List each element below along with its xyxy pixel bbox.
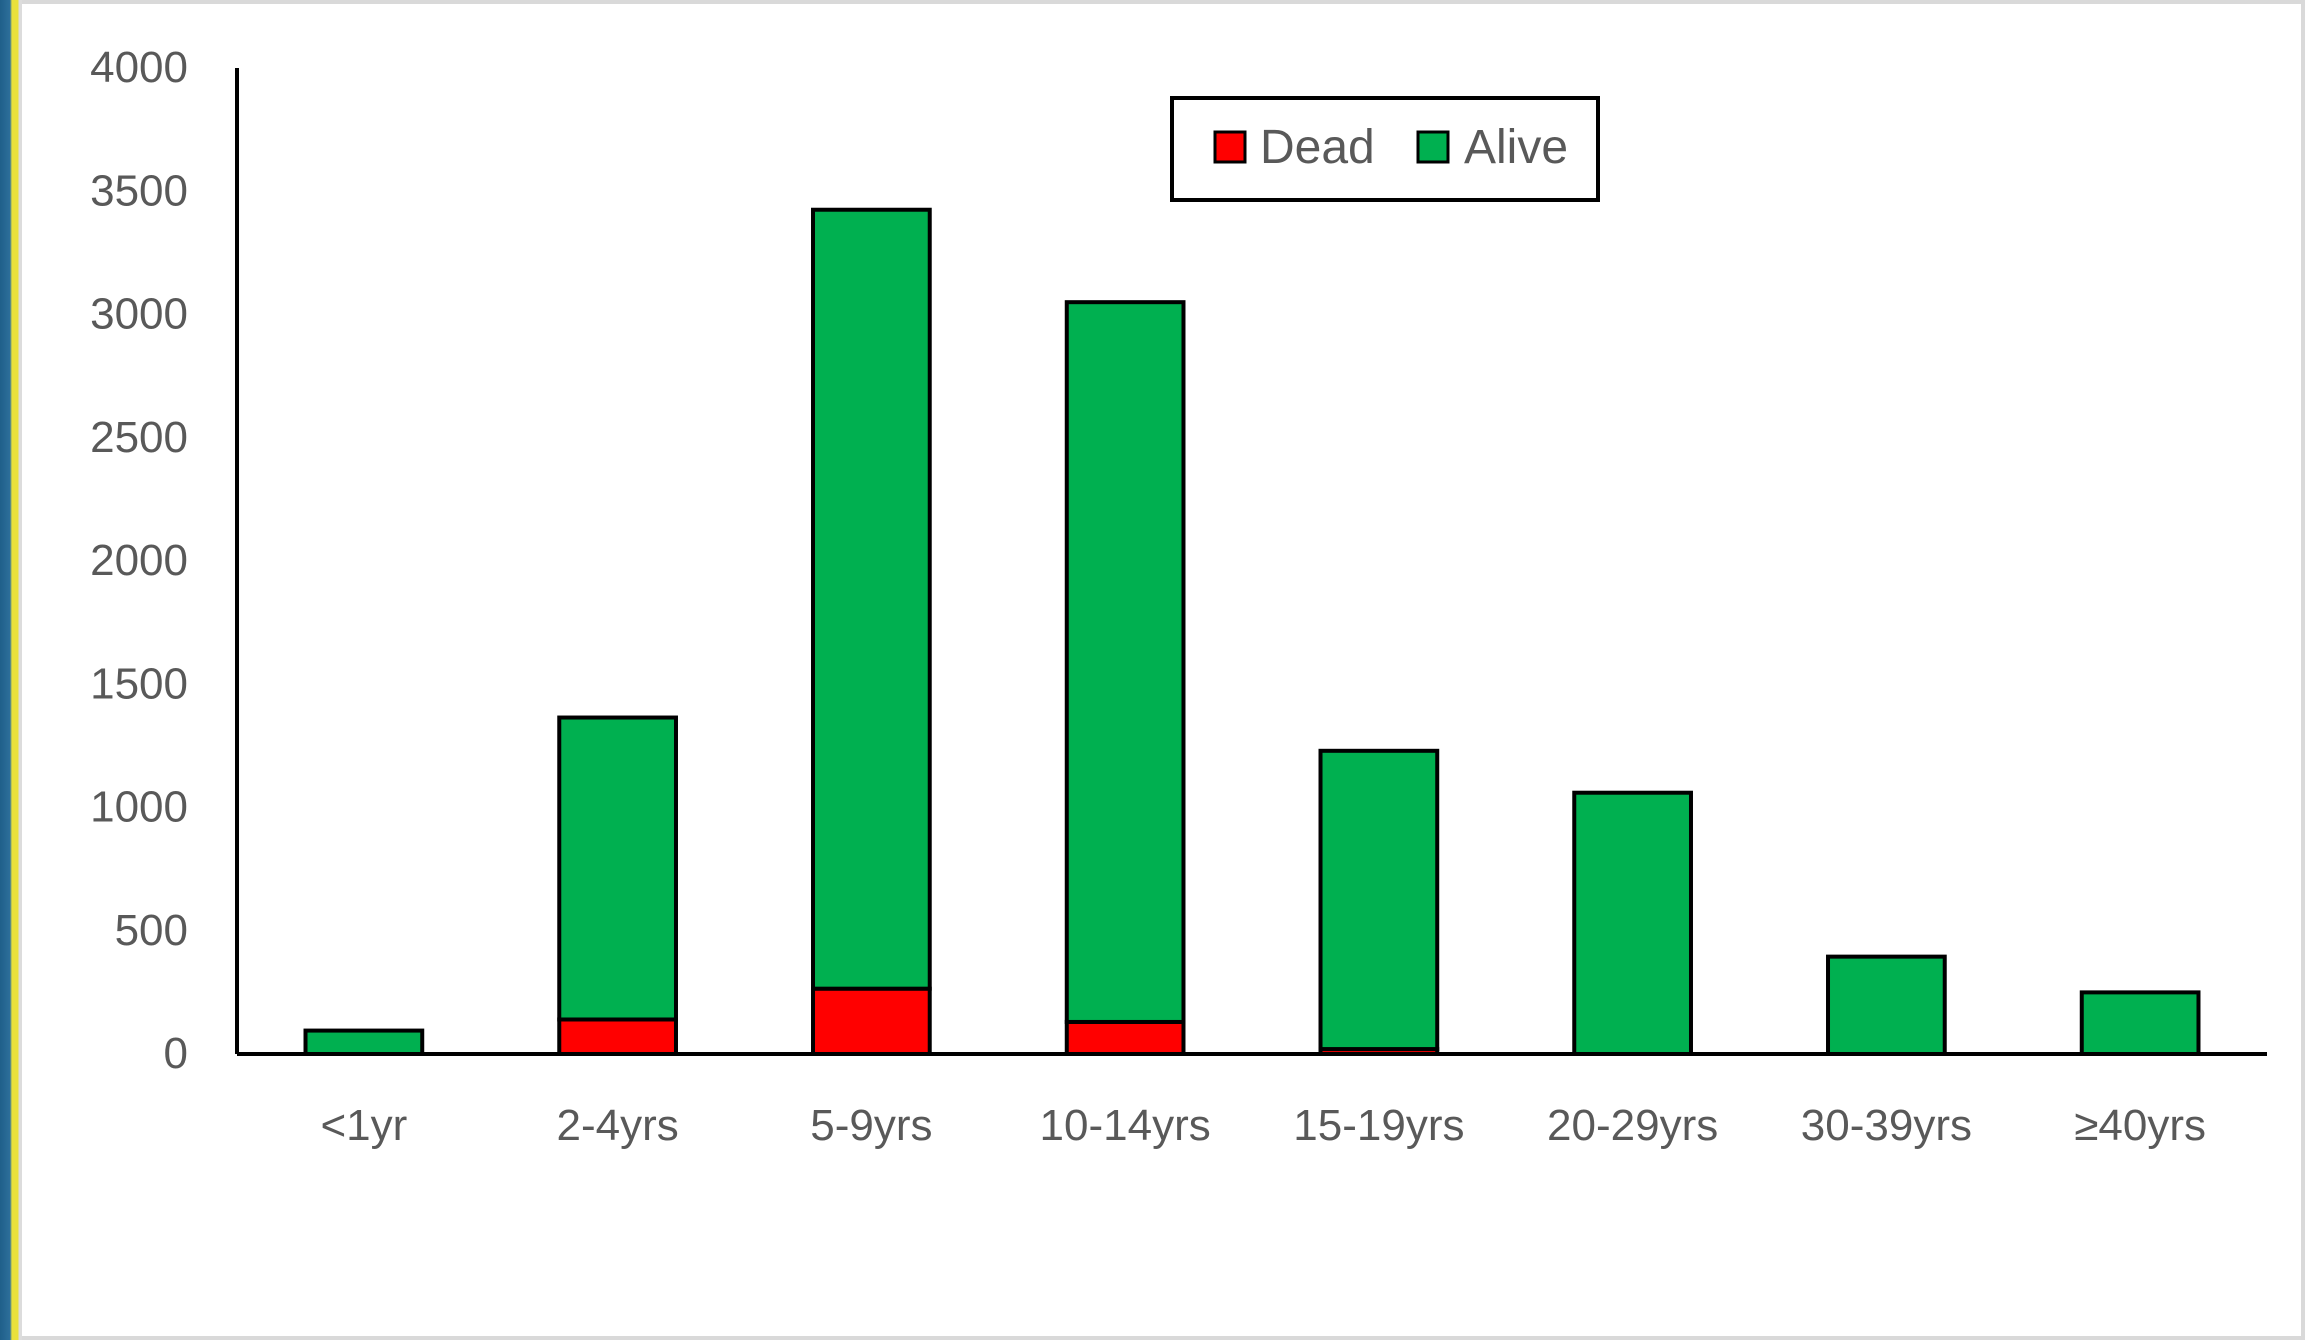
x-tick-label: 15-19yrs [1293,1101,1464,1150]
y-tick-label: 0 [164,1029,188,1078]
x-tick-label: 5-9yrs [810,1101,932,1150]
x-tick-label: 10-14yrs [1040,1101,1211,1150]
x-tick-label: <1yr [320,1101,407,1150]
bar-alive-10-14yrs [1067,302,1184,1022]
y-tick-label: 4000 [90,43,188,92]
y-tick-label: 2500 [90,413,188,462]
y-tick-label: 1000 [90,783,188,832]
bar-dead-5-9yrs [813,989,930,1054]
bar-alive-5-9yrs [813,210,930,989]
bar-dead-2-4yrs [559,1019,676,1054]
y-tick-label: 2000 [90,536,188,585]
bars [306,210,2199,1054]
bar-alive-2-4yrs [559,718,676,1020]
bar-alive-30-39yrs [1828,957,1945,1054]
bar-alive-20-29yrs [1574,793,1691,1054]
legend: Dead Alive [1172,98,1598,200]
x-tick-label: 20-29yrs [1547,1101,1718,1150]
y-axis-ticks: 0 500 1000 1500 2000 2500 3000 3500 4000 [90,43,188,1078]
legend-swatch-dead [1215,132,1245,162]
y-tick-label: 3000 [90,290,188,339]
x-tick-label: 2-4yrs [557,1101,679,1150]
bar-alive-1yr [306,1031,423,1054]
legend-swatch-alive [1418,132,1448,162]
legend-label-dead: Dead [1260,121,1375,174]
bar-dead-10-14yrs [1067,1022,1184,1054]
y-tick-label: 1500 [90,659,188,708]
bar-alive-40yrs [2082,992,2199,1054]
y-tick-label: 3500 [90,166,188,215]
x-axis-ticks: <1yr 2-4yrs 5-9yrs 10-14yrs 15-19yrs 20-29yrs… [320,1101,2206,1150]
x-tick-label: ≥40yrs [2074,1101,2206,1150]
legend-label-alive: Alive [1464,121,1568,174]
bar-alive-15-19yrs [1321,751,1438,1049]
y-tick-label: 500 [115,906,188,955]
x-tick-label: 30-39yrs [1801,1101,1972,1150]
